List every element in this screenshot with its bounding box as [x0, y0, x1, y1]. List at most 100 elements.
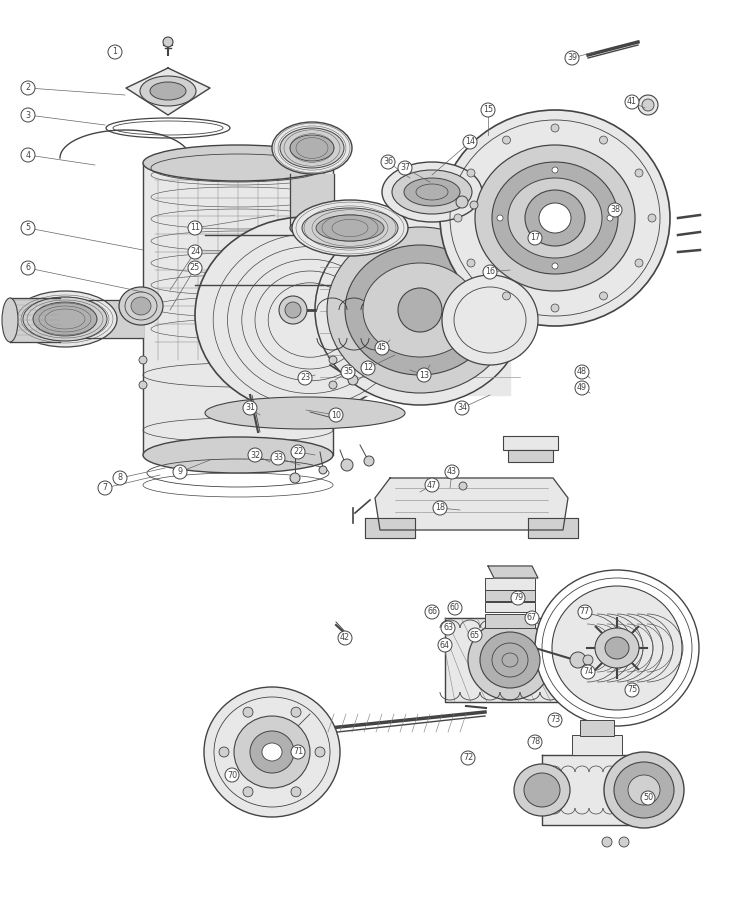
Text: 13: 13	[419, 370, 429, 379]
Text: 32: 32	[250, 451, 260, 460]
Circle shape	[575, 381, 589, 395]
Text: 16: 16	[485, 267, 495, 277]
Text: 70: 70	[227, 770, 237, 780]
Circle shape	[448, 601, 462, 615]
Circle shape	[467, 259, 475, 267]
Circle shape	[21, 81, 35, 95]
Circle shape	[467, 169, 475, 177]
Ellipse shape	[204, 687, 340, 817]
Ellipse shape	[398, 288, 442, 332]
Circle shape	[511, 591, 525, 605]
Text: 24: 24	[190, 247, 200, 256]
Text: 9: 9	[177, 467, 182, 476]
Text: 73: 73	[550, 715, 560, 725]
Polygon shape	[126, 68, 210, 115]
Text: 48: 48	[577, 367, 587, 376]
Polygon shape	[143, 163, 333, 455]
Ellipse shape	[315, 215, 525, 405]
Circle shape	[291, 445, 305, 459]
Polygon shape	[330, 225, 510, 395]
Ellipse shape	[595, 628, 639, 668]
Polygon shape	[488, 566, 538, 578]
Circle shape	[425, 605, 439, 619]
Text: 37: 37	[400, 163, 410, 172]
Circle shape	[243, 401, 257, 415]
Ellipse shape	[442, 275, 538, 365]
Text: 18: 18	[435, 504, 445, 512]
Ellipse shape	[140, 76, 196, 106]
Ellipse shape	[404, 178, 460, 206]
Bar	[503, 436, 558, 450]
Circle shape	[625, 683, 639, 697]
Text: 12: 12	[363, 364, 373, 373]
Ellipse shape	[292, 200, 408, 256]
Text: 74: 74	[583, 668, 593, 677]
Ellipse shape	[250, 731, 294, 773]
Circle shape	[291, 787, 301, 797]
Ellipse shape	[195, 217, 415, 413]
Polygon shape	[365, 518, 415, 538]
Circle shape	[291, 745, 305, 759]
Text: 63: 63	[443, 624, 453, 633]
Circle shape	[139, 356, 147, 364]
Ellipse shape	[119, 287, 163, 325]
Text: 39: 39	[567, 53, 577, 62]
Circle shape	[642, 99, 654, 111]
Circle shape	[619, 837, 629, 847]
Circle shape	[607, 215, 613, 221]
Ellipse shape	[13, 291, 117, 347]
Circle shape	[139, 381, 147, 389]
Circle shape	[483, 265, 497, 279]
Circle shape	[602, 837, 612, 847]
Circle shape	[341, 365, 355, 379]
Text: 77: 77	[580, 607, 590, 616]
Circle shape	[635, 169, 643, 177]
Circle shape	[21, 261, 35, 275]
Text: 47: 47	[427, 481, 437, 489]
Text: 35: 35	[343, 367, 353, 376]
Ellipse shape	[508, 178, 602, 258]
Text: 42: 42	[340, 634, 350, 642]
Text: 11: 11	[190, 224, 200, 233]
Circle shape	[290, 473, 300, 483]
Ellipse shape	[628, 775, 660, 805]
Ellipse shape	[604, 752, 684, 828]
Ellipse shape	[234, 716, 310, 788]
Circle shape	[188, 221, 202, 235]
Circle shape	[338, 631, 352, 645]
Circle shape	[583, 655, 593, 665]
Circle shape	[425, 478, 439, 492]
Text: 67: 67	[527, 614, 537, 623]
Text: 1: 1	[113, 48, 118, 57]
Circle shape	[461, 751, 475, 765]
Circle shape	[271, 451, 285, 465]
Ellipse shape	[262, 743, 282, 761]
Ellipse shape	[524, 773, 560, 807]
Circle shape	[578, 605, 592, 619]
Text: 41: 41	[627, 97, 637, 106]
Text: 43: 43	[447, 467, 457, 476]
Ellipse shape	[552, 586, 682, 710]
Circle shape	[502, 292, 510, 300]
Ellipse shape	[614, 762, 674, 818]
Circle shape	[173, 465, 187, 479]
Ellipse shape	[475, 145, 635, 291]
Text: 23: 23	[300, 374, 310, 383]
Circle shape	[454, 214, 462, 222]
Circle shape	[163, 37, 173, 47]
Circle shape	[315, 747, 325, 757]
Text: 50: 50	[643, 793, 653, 802]
Polygon shape	[290, 174, 334, 228]
Circle shape	[433, 501, 447, 515]
Circle shape	[348, 375, 358, 385]
Circle shape	[438, 638, 452, 652]
Circle shape	[648, 214, 656, 222]
Text: 75: 75	[627, 685, 637, 694]
Circle shape	[497, 215, 503, 221]
Circle shape	[21, 221, 35, 235]
Circle shape	[481, 103, 495, 117]
Circle shape	[298, 371, 312, 385]
Text: 8: 8	[118, 474, 122, 483]
Ellipse shape	[502, 653, 518, 667]
Polygon shape	[375, 478, 568, 530]
